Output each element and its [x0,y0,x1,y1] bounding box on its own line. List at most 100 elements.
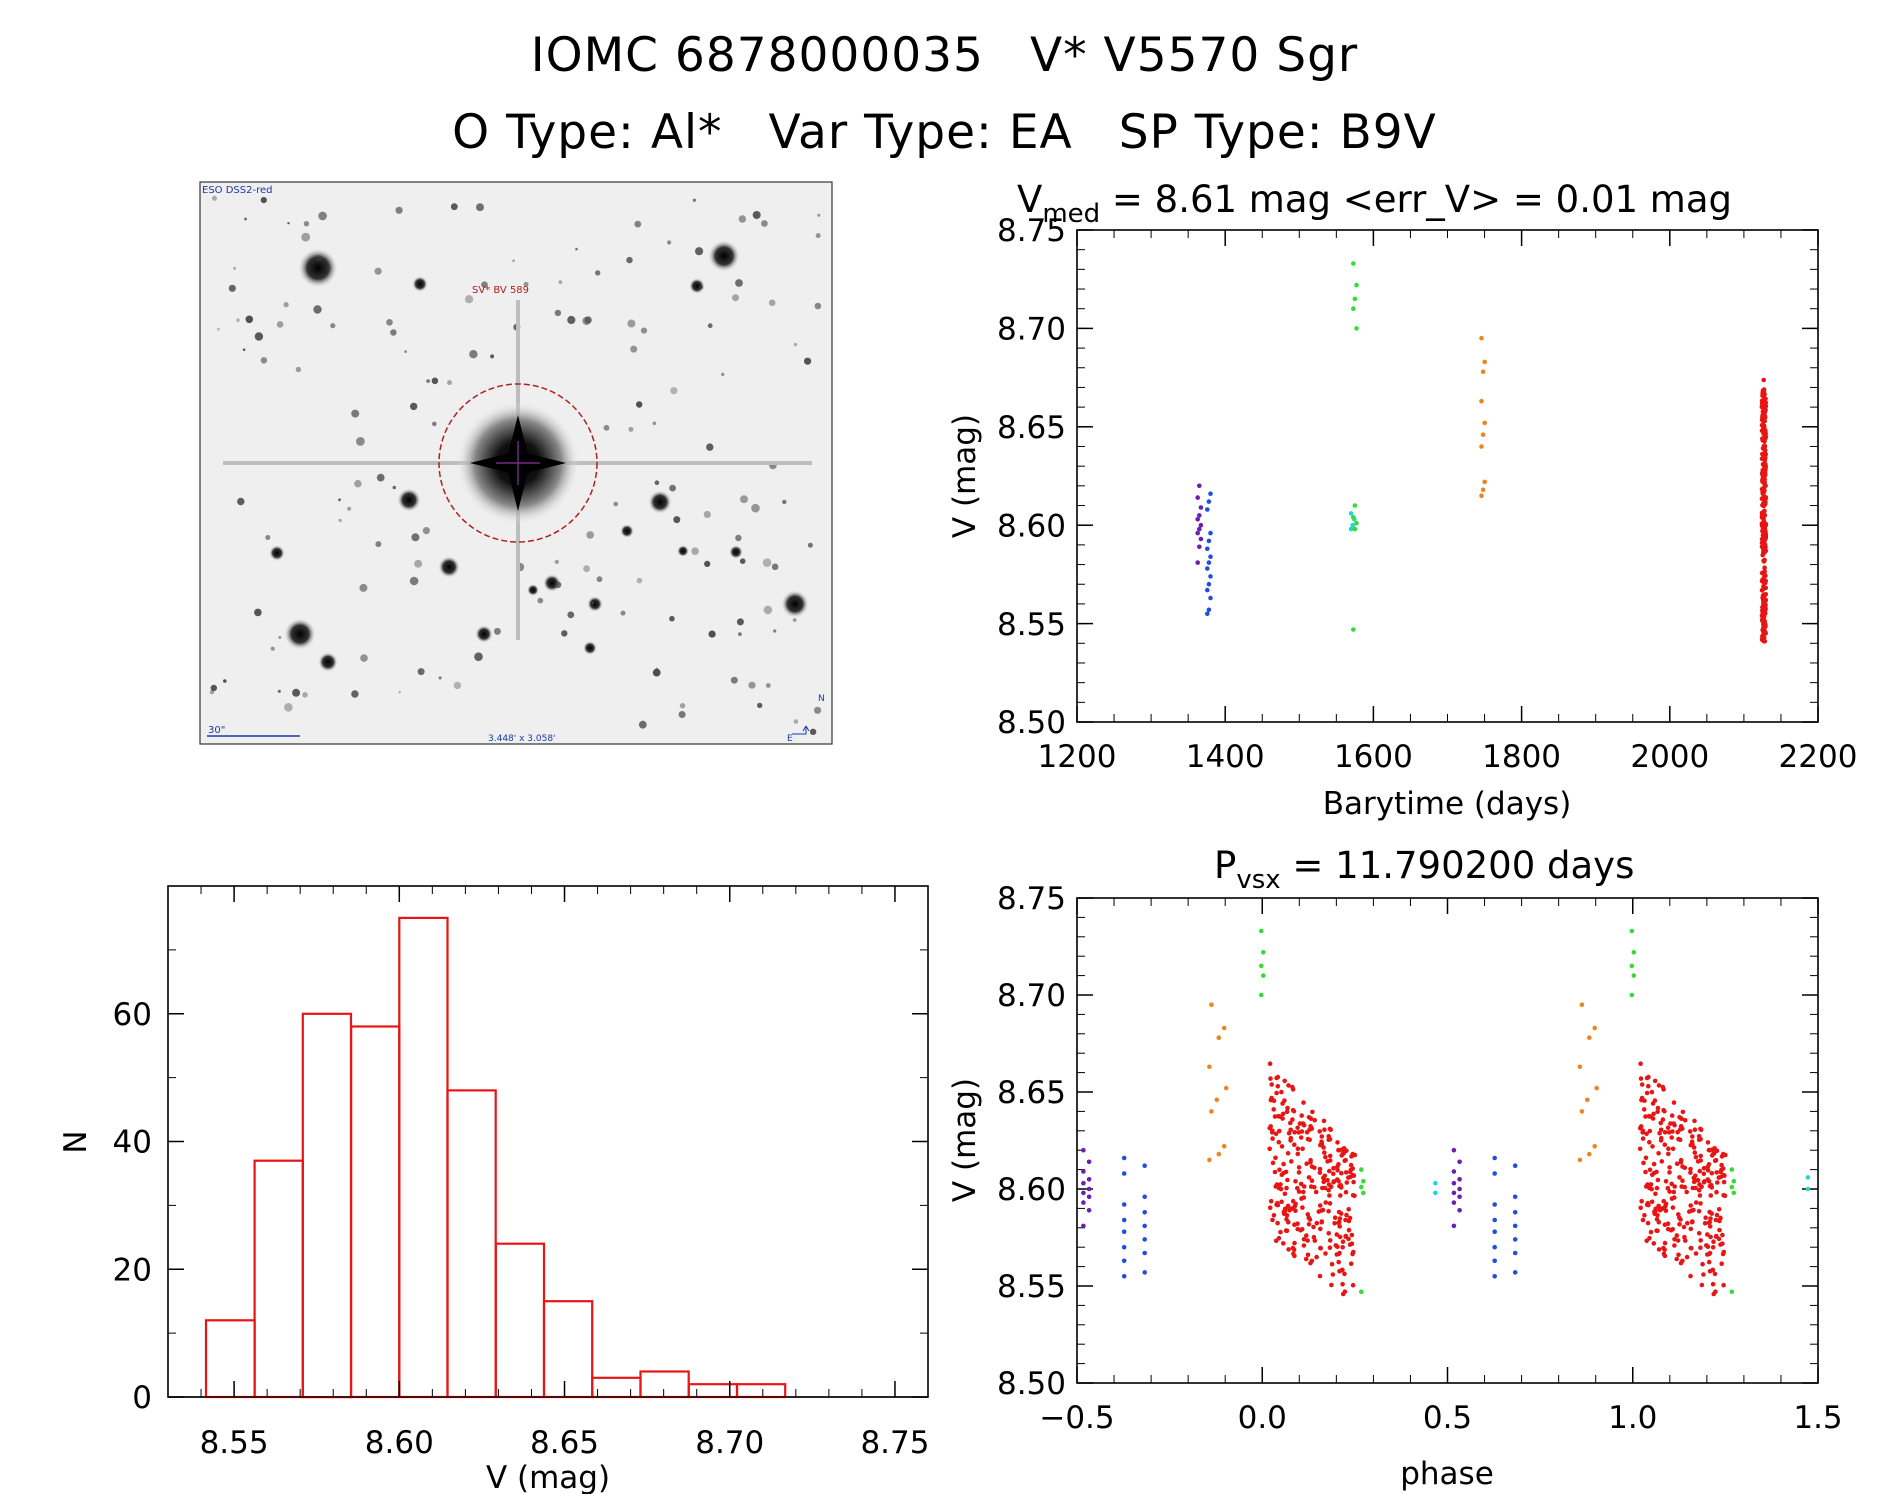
lc-point-purple [1195,560,1200,565]
light-curve-frame [1076,229,1819,723]
field-star-bright [729,545,743,559]
x-tick-label: 2000 [1630,739,1709,775]
field-star [375,541,382,548]
phase-point-red [1336,1178,1341,1184]
field-star [669,484,676,492]
x-tick-label: 8.65 [530,1425,599,1461]
field-star [667,240,672,245]
phase-point-red [1710,1245,1716,1250]
phase-point-red [1337,1224,1342,1229]
phase-point-red [1651,1241,1657,1246]
histogram-xlabel: V (mag) [486,1460,610,1494]
phase-point-red [1340,1281,1345,1287]
phase-point-red [1337,1216,1343,1221]
phase-point-orange [1592,1025,1597,1031]
lc-point-cyan [1350,522,1355,528]
phase-point-red [1348,1261,1354,1266]
field-star [537,597,544,604]
phase-point-red [1285,1151,1291,1156]
phase-point-red [1644,1090,1650,1096]
phase-point-red [1663,1179,1669,1184]
phase-point-cyan [1433,1180,1438,1186]
field-star [765,683,771,688]
phase-point-red [1709,1170,1715,1176]
light-curve-title: Vmed = 8.61 mag <err_V> = 0.01 mag [1017,178,1732,229]
phase-point-red [1708,1193,1714,1198]
field-star [730,676,738,684]
phase-point-blue [1492,1155,1497,1161]
phase-point-red [1677,1137,1683,1143]
phase-point-red [1314,1254,1319,1260]
field-star [721,372,725,377]
phase-point-red [1267,1061,1273,1066]
phase-point-red [1336,1147,1341,1153]
lc-point-blue [1205,546,1210,552]
phase-point-red [1304,1129,1310,1135]
phase-point-red [1270,1217,1275,1223]
phase-point-red [1648,1182,1654,1187]
phase-point-red [1322,1173,1328,1179]
field-star [583,565,590,573]
phase-point-red [1278,1229,1283,1235]
phase-point-red [1291,1247,1297,1253]
phase-point-red [1652,1078,1658,1084]
phase-point-red [1342,1158,1347,1164]
x-tick-label: 8.60 [365,1425,434,1461]
phase-point-red [1319,1208,1324,1213]
lc-point-red [1763,455,1768,461]
phase-point-red [1690,1134,1695,1139]
phase-point-orange [1221,1144,1227,1149]
field-star [735,534,742,542]
lc-point-red [1763,597,1769,603]
phase-point-red [1653,1206,1658,1212]
phase-point-red [1721,1282,1726,1288]
field-star [706,443,714,451]
lc-point-blue [1206,560,1212,565]
phase-point-red [1703,1215,1708,1220]
phase-point-blue [1512,1194,1518,1200]
phase-point-red [1716,1207,1722,1212]
phase-point-red [1268,1198,1274,1204]
compass-east: E [787,734,793,744]
lc-point-green [1354,282,1359,288]
field-star [354,480,362,488]
field-star [338,518,342,523]
field-star [244,217,247,221]
phase-point-red [1292,1130,1297,1135]
phase-point-red [1682,1165,1688,1171]
phase-point-red [1692,1118,1697,1124]
phase-point-red [1327,1153,1333,1159]
phase-point-purple [1457,1159,1462,1165]
field-star-bright [412,276,428,292]
field-star [245,315,254,324]
phase-point-red [1719,1261,1724,1266]
field-star [474,652,483,661]
phase-point-red [1643,1184,1649,1189]
phase-point-red [1295,1151,1301,1157]
light-curve-title-sub: med [1042,199,1100,229]
phase-point-red [1702,1221,1708,1226]
phase-point-red [1667,1189,1672,1194]
phase-point-red [1293,1208,1298,1213]
phase-point-red [1705,1140,1711,1145]
phase-point-red [1274,1202,1279,1208]
phase-curve-ylabel: V (mag) [947,1078,983,1202]
field-star [465,295,474,304]
phase-point-red [1351,1173,1357,1178]
y-tick-label: 8.65 [997,1075,1066,1111]
field-star [512,259,515,263]
phase-point-green-eclipse [1631,973,1637,978]
field-star [763,605,773,615]
field-star [426,379,430,383]
y-tick-label: 8.75 [997,881,1066,917]
phase-point-red [1350,1251,1355,1257]
phase-point-red [1701,1165,1707,1171]
phase-point-red [1678,1217,1683,1222]
phase-point-red [1689,1139,1695,1144]
phase-point-red [1653,1191,1658,1197]
phase-point-red [1348,1174,1353,1180]
phase-point-red [1332,1215,1338,1220]
phase-point-red [1288,1135,1294,1141]
phase-point-red [1683,1238,1688,1243]
phase-point-red [1308,1184,1314,1189]
